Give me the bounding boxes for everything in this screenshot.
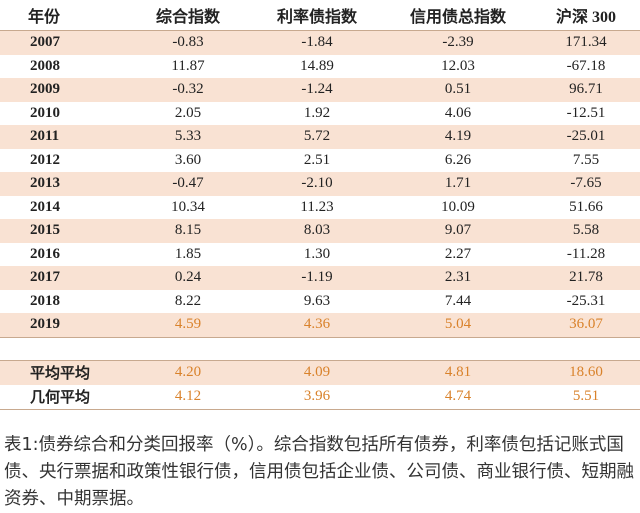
value-cell: 14.89 [300,57,334,74]
year-cell: 2017 [30,269,60,286]
header-csi300: 沪深 300 [555,9,616,26]
value-cell: 1.71 [444,175,472,192]
year-cell: 2011 [30,128,60,145]
value-cell: 51.66 [569,198,603,215]
header-credit-bond: 信用债总指数 [409,9,506,26]
header-rate-bond: 利率债指数 [276,9,357,26]
value-cell: 4.09 [303,364,331,380]
year-cell: 2009 [30,81,60,98]
value-cell: 4.74 [444,388,472,404]
table-row: 2007 -0.83 -1.84 -2.39 171.34 [0,31,640,55]
value-cell: 18.60 [569,364,603,380]
summary-row-mean: 平均平均 4.20 4.09 4.81 18.60 [0,359,640,385]
value-cell: -1.84 [301,34,333,51]
year-cell: 2013 [30,175,60,192]
table-row: 2009 -0.32 -1.24 0.51 96.71 [0,78,640,102]
value-cell: 2.27 [444,245,472,262]
value-cell: 5.72 [303,128,331,145]
value-cell: 36.07 [569,316,603,333]
value-cell: 11.87 [171,57,205,74]
value-cell: 4.81 [444,364,472,380]
value-cell: 1.85 [174,245,202,262]
value-cell: -25.31 [566,292,606,309]
value-cell: 3.60 [174,151,202,168]
value-cell: -0.83 [172,34,204,51]
value-cell: 3.96 [303,388,331,404]
value-cell: 5.04 [444,316,472,333]
table-row: 2018 8.22 9.63 7.44 -25.31 [0,290,640,314]
year-cell: 2007 [30,34,60,51]
value-cell: 8.15 [174,222,202,239]
summary-label: 平均平均 [30,366,91,382]
table-row: 2014 10.34 11.23 10.09 51.66 [0,196,640,220]
table-row: 2013 -0.47 -2.10 1.71 -7.65 [0,172,640,196]
value-cell: 8.03 [303,222,331,239]
value-cell: -2.39 [442,34,474,51]
year-cell: 2019 [30,316,60,333]
value-cell: 4.59 [174,316,202,333]
value-cell: -0.32 [172,81,204,98]
value-cell: -1.24 [301,81,333,98]
header-composite: 综合指数 [155,9,220,26]
year-cell: 2016 [30,245,60,262]
table-row: 2016 1.85 1.30 2.27 -11.28 [0,243,640,267]
value-cell: 96.71 [569,81,603,98]
value-cell: 21.78 [569,269,603,286]
value-cell: 171.34 [565,34,607,51]
table-row: 2012 3.60 2.51 6.26 7.55 [0,149,640,173]
value-cell: 7.55 [572,151,600,168]
value-cell: 1.92 [303,104,331,121]
year-cell: 2018 [30,292,60,309]
value-cell: 10.09 [441,198,475,215]
value-cell: -25.01 [566,128,606,145]
value-cell: 10.34 [171,198,205,215]
value-cell: 5.33 [174,128,202,145]
year-cell: 2014 [30,198,60,215]
table-row-highlight: 2019 4.59 4.36 5.04 36.07 [0,313,640,337]
value-cell: 9.63 [303,292,331,309]
year-cell: 2012 [30,151,60,168]
year-cell: 2010 [30,104,60,121]
value-cell: 0.51 [444,81,472,98]
table-caption: 表1:债券综合和分类回报率（%）。综合指数包括所有债券，利率债包括记账式国债、央… [4,435,634,509]
value-cell: 4.36 [303,316,331,333]
value-cell: -11.28 [566,245,606,262]
value-cell: 4.06 [444,104,472,121]
value-cell: 1.30 [303,245,331,262]
summary-row-geometric: 几何平均 4.12 3.96 4.74 5.51 [0,385,640,410]
table-row: 2017 0.24 -1.19 2.31 21.78 [0,266,640,290]
year-cell: 2008 [30,57,60,74]
value-cell: 8.22 [174,292,202,309]
year-cell: 2015 [30,222,60,239]
value-cell: -1.19 [301,269,333,286]
value-cell: 5.51 [572,388,600,404]
table-row: 2010 2.05 1.92 4.06 -12.51 [0,102,640,126]
table-row: 2015 8.15 8.03 9.07 5.58 [0,219,640,243]
returns-table: 年份 综合指数 利率债指数 信用债总指数 沪深 300 2007 -0.83 -… [0,0,640,410]
value-cell: -67.18 [566,57,606,74]
value-cell: -0.47 [172,175,204,192]
header-year: 年份 [28,9,61,26]
summary-label: 几何平均 [30,390,91,406]
value-cell: -12.51 [566,104,606,121]
value-cell: 0.24 [174,269,202,286]
value-cell: -2.10 [301,175,333,192]
value-cell: 5.58 [572,222,600,239]
value-cell: 7.44 [444,292,472,309]
value-cell: 2.31 [444,269,472,286]
table-row: 2008 11.87 14.89 12.03 -67.18 [0,55,640,79]
table-spacer [0,336,640,360]
value-cell: 2.05 [174,104,202,121]
table-row: 2011 5.33 5.72 4.19 -25.01 [0,125,640,149]
value-cell: 4.20 [174,364,202,380]
value-cell: 4.12 [174,388,202,404]
value-cell: -7.65 [570,175,602,192]
value-cell: 6.26 [444,151,472,168]
value-cell: 11.23 [300,198,334,215]
value-cell: 2.51 [303,151,331,168]
value-cell: 4.19 [444,128,472,145]
value-cell: 9.07 [444,222,472,239]
table-header: 年份 综合指数 利率债指数 信用债总指数 沪深 300 [0,0,640,31]
value-cell: 12.03 [441,57,475,74]
